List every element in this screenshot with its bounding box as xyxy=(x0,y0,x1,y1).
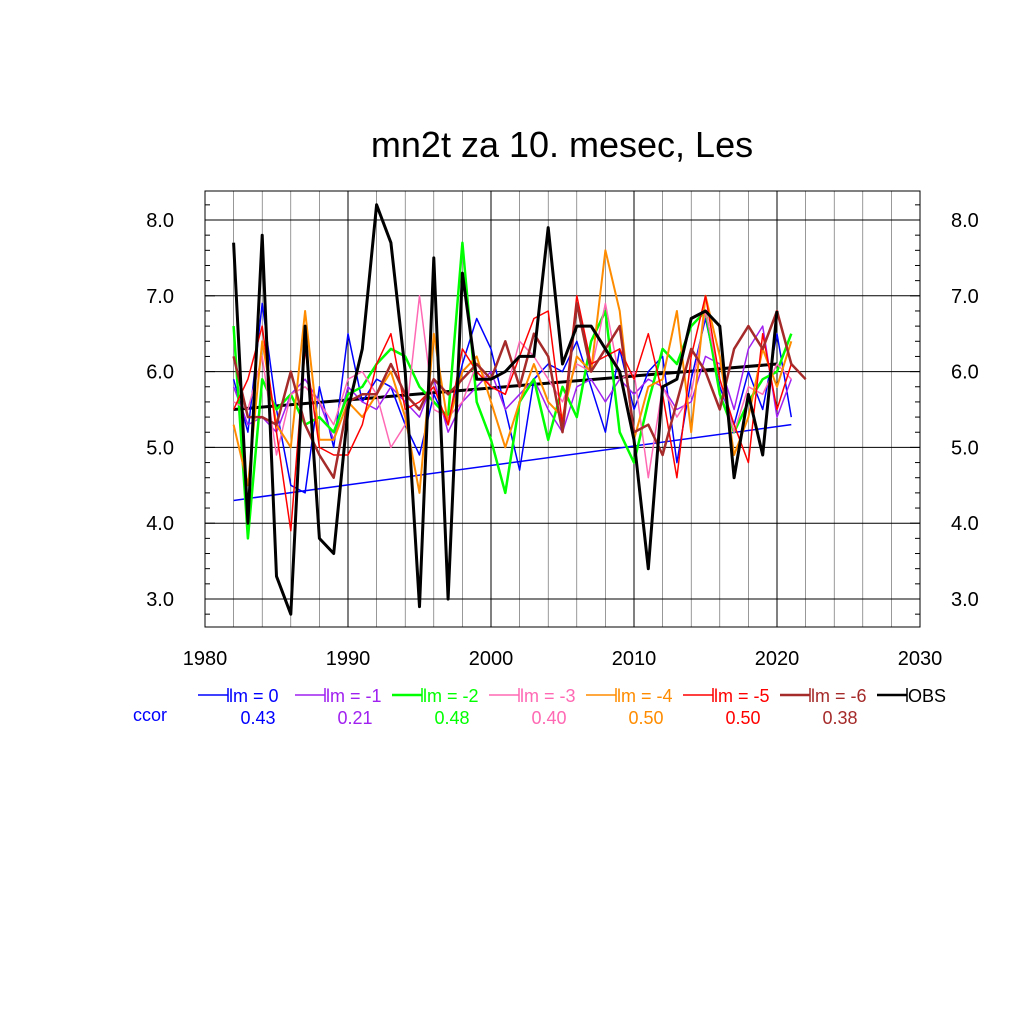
y-tick-label-left: 5.0 xyxy=(146,437,174,459)
y-tick-label-right: 8.0 xyxy=(951,210,979,232)
ccor-value: 0.38 xyxy=(822,708,857,728)
series-line-2 xyxy=(232,241,793,540)
legend-label: lm = -6 xyxy=(811,686,867,706)
ccor-value: 0.50 xyxy=(628,708,663,728)
legend-label: lm = -5 xyxy=(714,686,770,706)
y-tick-label-left: 6.0 xyxy=(146,362,174,384)
axis-ticks: 3.0 3.0 4.0 4.0 5.0 5.0 6.0 6.0 7.0 7.0 8.0 8.0 1980… xyxy=(146,204,979,670)
series-line-6 xyxy=(232,302,807,479)
series-line-7 xyxy=(232,203,779,616)
x-tick-label: 1990 xyxy=(326,648,371,670)
y-tick-label-right: 7.0 xyxy=(951,286,979,308)
legend-label: lm = 0 xyxy=(229,686,279,706)
series-line-4 xyxy=(232,249,793,494)
legend-label: lm = -4 xyxy=(617,686,673,706)
y-tick-label-left: 7.0 xyxy=(146,286,174,308)
y-tick-label-right: 4.0 xyxy=(951,513,979,535)
y-tick-label-left: 8.0 xyxy=(146,210,174,232)
trend-lines xyxy=(233,362,792,502)
legend-label: lm = -2 xyxy=(423,686,479,706)
x-tick-label: 2000 xyxy=(469,648,514,670)
series-line-1 xyxy=(232,325,793,441)
ccor-value: 0.43 xyxy=(240,708,275,728)
series-line-5 xyxy=(232,295,793,532)
x-tick-label: 2010 xyxy=(612,648,657,670)
legend-label: OBS xyxy=(908,686,946,706)
trend-obs xyxy=(233,362,778,411)
ccor-value: 0.40 xyxy=(531,708,566,728)
trend-lm-0 xyxy=(233,423,792,502)
legend-label: lm = -1 xyxy=(326,686,382,706)
y-tick-label-right: 5.0 xyxy=(951,437,979,459)
x-tick-label: 2020 xyxy=(755,648,800,670)
plot-frame xyxy=(204,190,921,628)
y-tick-label-right: 3.0 xyxy=(951,589,979,611)
y-tick-label-left: 4.0 xyxy=(146,513,174,535)
legend-label: lm = -3 xyxy=(520,686,576,706)
y-tick-label-left: 3.0 xyxy=(146,589,174,611)
y-tick-label-right: 6.0 xyxy=(951,362,979,384)
x-tick-label: 1980 xyxy=(183,648,228,670)
chart-title: mn2t za 10. mesec, Les xyxy=(371,124,753,165)
x-tick-label: 2030 xyxy=(898,648,943,670)
ccor-value: 0.50 xyxy=(725,708,760,728)
ccor-value: 0.48 xyxy=(434,708,469,728)
ccor-label: ccor xyxy=(133,705,167,725)
series-lines xyxy=(232,203,807,616)
ccor-value: 0.21 xyxy=(337,708,372,728)
